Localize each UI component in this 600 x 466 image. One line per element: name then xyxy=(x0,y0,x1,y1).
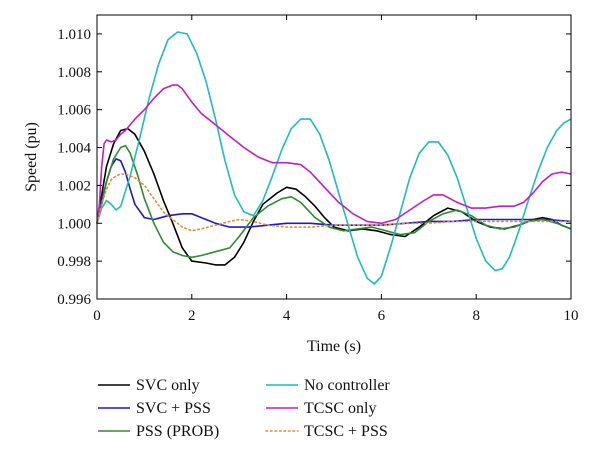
y-tick-label: 1.000 xyxy=(57,216,91,232)
y-tick-label: 1.004 xyxy=(57,141,91,157)
legend-label-2: PSS (PROB) xyxy=(136,423,219,440)
series-line-4 xyxy=(96,84,572,225)
x-tick-label: 6 xyxy=(378,308,386,324)
plot-lines xyxy=(96,31,572,285)
series-line-2 xyxy=(96,144,572,259)
x-tick-label: 10 xyxy=(564,308,579,324)
y-tick-label: 1.010 xyxy=(57,27,91,43)
y-tick-label: 1.002 xyxy=(57,178,91,194)
y-tick-label: 0.996 xyxy=(57,292,91,308)
legend-label-3: No controller xyxy=(304,377,390,394)
legend-label-5: TCSC + PSS xyxy=(304,423,388,440)
x-tick-label: 4 xyxy=(283,308,291,324)
y-tick-label: 1.006 xyxy=(57,103,91,119)
y-tick-label: 0.998 xyxy=(57,254,91,270)
x-tick-label: 8 xyxy=(472,308,480,324)
x-tick-label: 0 xyxy=(93,308,101,324)
y-axis-label: Speed (pu) xyxy=(23,122,40,192)
legend: SVC only SVC + PSS PSS (PROB) No controller… xyxy=(98,377,390,440)
series-line-3 xyxy=(96,31,572,285)
axis-ticks: 0 2 4 6 8 10 0.996 0.998 1.000 1.002 1.004 1.006 1.0… xyxy=(57,15,579,324)
x-axis-label: Time (s) xyxy=(307,338,361,355)
series-line-5 xyxy=(96,173,572,232)
x-tick-label: 2 xyxy=(188,308,196,324)
plot-frame xyxy=(96,14,572,300)
legend-label-0: SVC only xyxy=(136,377,200,394)
legend-label-4: TCSC only xyxy=(304,400,376,417)
y-tick-label: 1.008 xyxy=(57,65,91,81)
legend-label-1: SVC + PSS xyxy=(136,400,211,417)
